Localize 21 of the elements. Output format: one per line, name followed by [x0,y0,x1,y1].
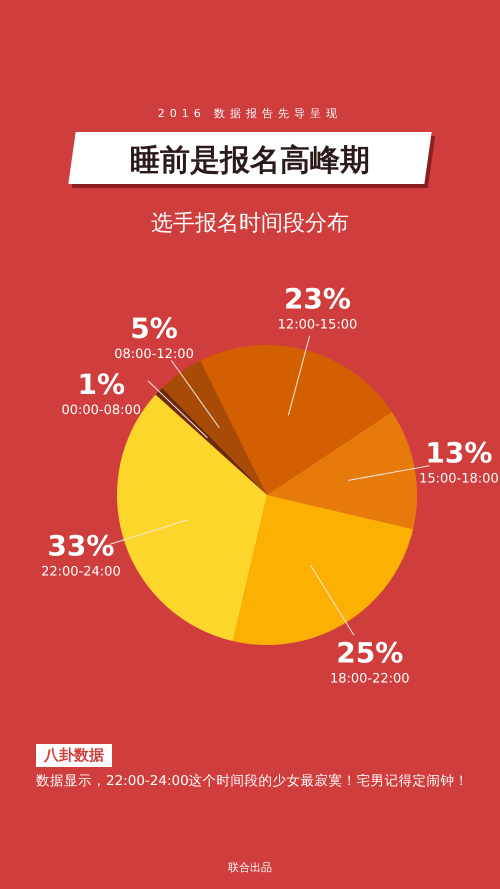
slice-label: 22:00-24:00 [41,564,121,580]
data-label: 23% [284,282,351,316]
data-label: 33% [47,529,114,562]
data-label: 25% [336,636,404,670]
text: 联合出品 [227,860,273,875]
pie-slice [162,360,267,495]
slice-label: 08:00-12:00 [114,347,194,362]
pie-slice [267,412,417,530]
pie-slice [200,345,392,495]
data-label: 13% [425,436,492,470]
slice-label: 12:00-15:00 [278,318,358,333]
data-label: 5% [130,312,178,346]
data-label: 1% [77,368,126,402]
slice-label: 00:00-08:00 [61,403,142,418]
chart-title: 睡前是报名高峰期 [129,142,371,180]
text: 2016 数据报告先导呈现 [156,106,344,121]
text: 数据显示，22:00-24:00这个时间段的少女最寂寞！宅男记得定闹钟！ [36,772,469,790]
slice-label: 18:00-22:00 [330,672,410,687]
chart-subtitle: 选手报名时间段分布 [150,210,350,238]
slice-label: 15:00-18:00 [419,471,499,486]
text: 八卦数据 [36,744,112,767]
